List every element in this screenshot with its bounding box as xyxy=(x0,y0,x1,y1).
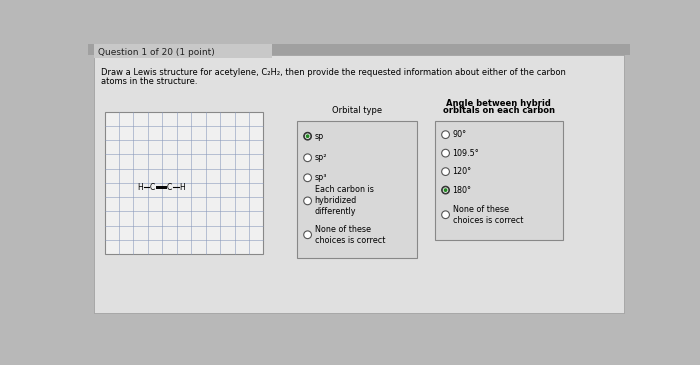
Circle shape xyxy=(304,154,312,162)
Text: Each carbon is
hybridized
differently: Each carbon is hybridized differently xyxy=(314,185,374,216)
Text: 120°: 120° xyxy=(452,167,472,176)
Text: 109.5°: 109.5° xyxy=(452,149,480,158)
Text: 90°: 90° xyxy=(452,130,467,139)
Text: atoms in the structure.: atoms in the structure. xyxy=(102,77,198,86)
Circle shape xyxy=(442,168,449,176)
Circle shape xyxy=(304,197,312,205)
Text: sp²: sp² xyxy=(314,153,327,162)
Text: orbitals on each carbon: orbitals on each carbon xyxy=(442,107,554,115)
Circle shape xyxy=(442,186,449,194)
FancyBboxPatch shape xyxy=(94,55,624,312)
Circle shape xyxy=(444,188,447,192)
Text: Draw a Lewis structure for acetylene, C₂H₂, then provide the requested informati: Draw a Lewis structure for acetylene, C₂… xyxy=(102,69,566,77)
FancyBboxPatch shape xyxy=(435,121,563,240)
FancyBboxPatch shape xyxy=(94,44,272,58)
Text: None of these
choices is correct: None of these choices is correct xyxy=(452,205,523,225)
Text: Orbital type: Orbital type xyxy=(332,105,382,115)
Circle shape xyxy=(304,174,312,182)
FancyBboxPatch shape xyxy=(104,112,263,254)
Circle shape xyxy=(442,149,449,157)
Text: 180°: 180° xyxy=(452,185,472,195)
Text: sp: sp xyxy=(314,132,324,141)
Circle shape xyxy=(442,211,449,219)
FancyBboxPatch shape xyxy=(88,44,630,325)
Text: None of these
choices is correct: None of these choices is correct xyxy=(314,225,385,245)
Text: sp³: sp³ xyxy=(314,173,327,182)
Circle shape xyxy=(304,231,312,239)
Text: Question 1 of 20 (1 point): Question 1 of 20 (1 point) xyxy=(98,48,215,57)
Circle shape xyxy=(306,134,309,138)
Circle shape xyxy=(305,134,310,139)
Circle shape xyxy=(304,132,312,140)
Text: H: H xyxy=(137,182,143,192)
FancyBboxPatch shape xyxy=(88,44,630,55)
Circle shape xyxy=(443,187,448,193)
Text: Angle between hybrid: Angle between hybrid xyxy=(446,100,551,108)
Circle shape xyxy=(442,131,449,138)
Text: C: C xyxy=(150,182,155,192)
Text: H: H xyxy=(179,182,185,192)
FancyBboxPatch shape xyxy=(297,121,417,258)
Text: C: C xyxy=(167,182,172,192)
